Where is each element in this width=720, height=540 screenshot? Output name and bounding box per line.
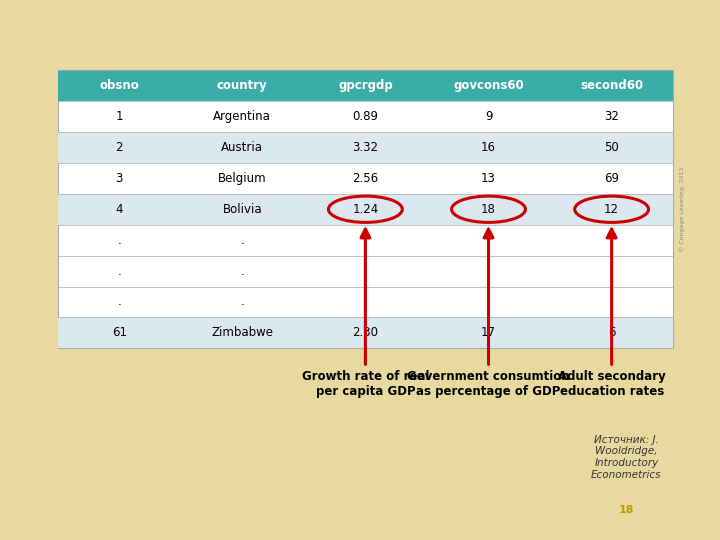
Text: 61: 61 xyxy=(112,326,127,339)
Text: 3.32: 3.32 xyxy=(352,141,379,154)
Text: 32: 32 xyxy=(604,110,619,123)
Text: 2.30: 2.30 xyxy=(352,326,379,339)
Text: Источник: J.
Wooldridge,
Introductory
Econometrics: Источник: J. Wooldridge, Introductory Ec… xyxy=(591,435,662,480)
Text: Growth rate of real
per capita GDP: Growth rate of real per capita GDP xyxy=(302,370,429,398)
FancyBboxPatch shape xyxy=(58,70,673,348)
Text: obsno: obsno xyxy=(99,79,139,92)
Text: .: . xyxy=(610,265,613,278)
Text: 6: 6 xyxy=(608,326,616,339)
Text: country: country xyxy=(217,79,268,92)
Text: .: . xyxy=(117,295,121,308)
Text: 3: 3 xyxy=(115,172,123,185)
FancyBboxPatch shape xyxy=(58,70,673,101)
Text: 2.56: 2.56 xyxy=(352,172,379,185)
Text: 0.89: 0.89 xyxy=(352,110,379,123)
Text: 50: 50 xyxy=(604,141,619,154)
Text: Zimbabwe: Zimbabwe xyxy=(211,326,274,339)
Text: Belgium: Belgium xyxy=(218,172,266,185)
Text: .: . xyxy=(487,265,490,278)
Text: .: . xyxy=(240,234,244,247)
Text: .: . xyxy=(117,265,121,278)
Text: second60: second60 xyxy=(580,79,643,92)
FancyBboxPatch shape xyxy=(58,132,673,163)
Text: .: . xyxy=(240,265,244,278)
Text: 17: 17 xyxy=(481,326,496,339)
Text: 1: 1 xyxy=(115,110,123,123)
Text: .: . xyxy=(610,295,613,308)
Text: govcons60: govcons60 xyxy=(453,79,524,92)
Text: Government consumtion
as percentage of GDP: Government consumtion as percentage of G… xyxy=(408,370,570,398)
Text: .: . xyxy=(240,295,244,308)
Text: 9: 9 xyxy=(485,110,492,123)
Text: .: . xyxy=(487,295,490,308)
Text: gpcrgdp: gpcrgdp xyxy=(338,79,393,92)
Text: Bolivia: Bolivia xyxy=(222,202,262,216)
Text: © Cengage Learning, 2013: © Cengage Learning, 2013 xyxy=(680,166,685,252)
Text: 18: 18 xyxy=(618,505,634,515)
Text: 69: 69 xyxy=(604,172,619,185)
Text: 1.24: 1.24 xyxy=(352,202,379,216)
Text: .: . xyxy=(610,234,613,247)
Text: 16: 16 xyxy=(481,141,496,154)
Text: Austria: Austria xyxy=(221,141,264,154)
Text: 4: 4 xyxy=(115,202,123,216)
Text: .: . xyxy=(117,234,121,247)
Text: Adult secondary
education rates: Adult secondary education rates xyxy=(558,370,665,398)
Text: .: . xyxy=(487,234,490,247)
FancyBboxPatch shape xyxy=(58,194,673,225)
Text: 13: 13 xyxy=(481,172,496,185)
Text: Argentina: Argentina xyxy=(213,110,271,123)
Text: .: . xyxy=(364,265,367,278)
Text: .: . xyxy=(364,234,367,247)
Text: 2: 2 xyxy=(115,141,123,154)
Text: .: . xyxy=(364,295,367,308)
Text: 12: 12 xyxy=(604,202,619,216)
FancyBboxPatch shape xyxy=(58,318,673,348)
Text: 18: 18 xyxy=(481,202,496,216)
